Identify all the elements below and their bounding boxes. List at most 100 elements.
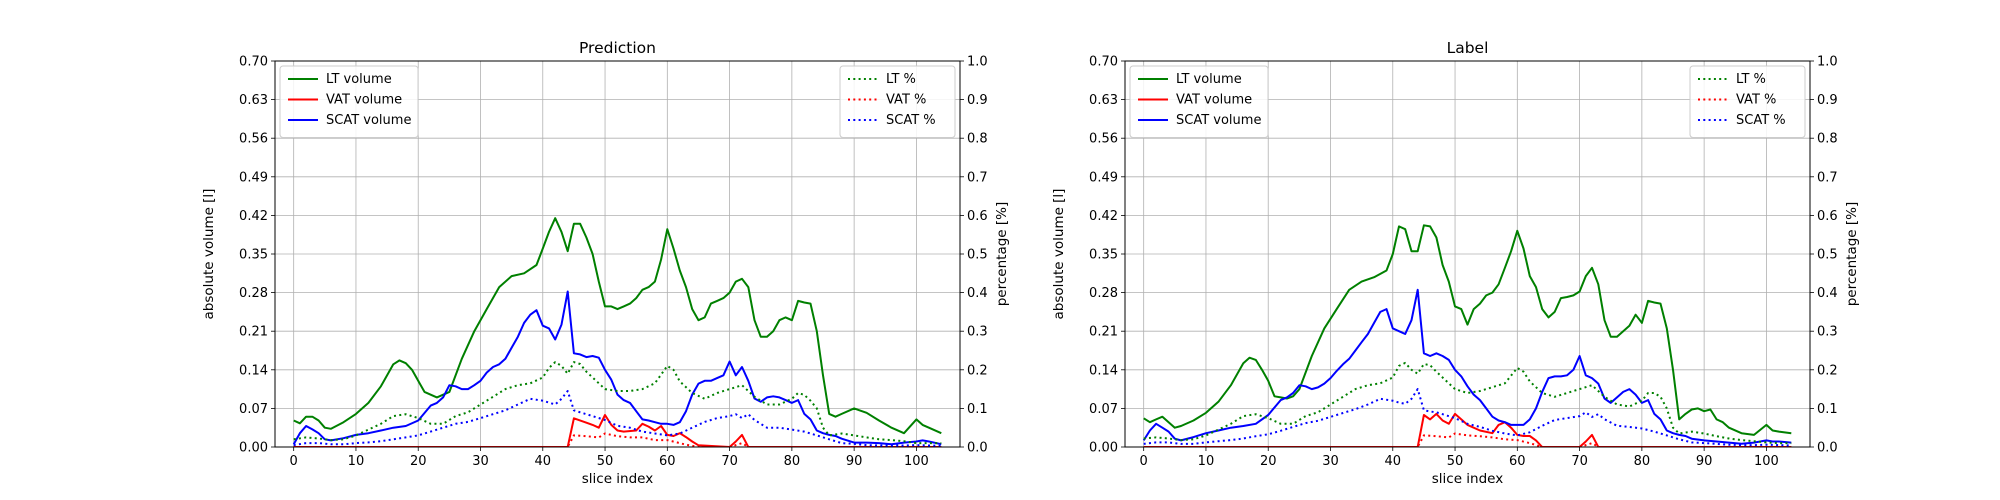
y-tick-label-right: 0.7 bbox=[967, 170, 988, 185]
legend-box bbox=[839, 65, 956, 138]
chart-panel-1: 0 10 20 30 40 50 60 70 80 90 100 0.00 0.07 0.14 0.21 0.… bbox=[201, 39, 1010, 487]
x-tick-label: 100 bbox=[904, 454, 929, 469]
y-tick-label-right: 0.5 bbox=[1817, 248, 1838, 263]
y-tick-label-left: 0.56 bbox=[239, 132, 268, 147]
y-tick-label-right: 0.0 bbox=[967, 441, 988, 456]
y-tick-label-right: 0.1 bbox=[1817, 402, 1838, 417]
y-tick-label-right: 0.6 bbox=[1817, 209, 1838, 224]
legend-label: SCAT volume bbox=[1176, 113, 1261, 128]
y-tick-label-right: 0.9 bbox=[1817, 93, 1838, 108]
series-line-lt-volume bbox=[293, 217, 942, 435]
x-tick-label: 40 bbox=[534, 454, 551, 469]
x-tick-label: 30 bbox=[1322, 454, 1339, 469]
legend-label: VAT volume bbox=[326, 93, 402, 108]
y-tick-label-left: 0.21 bbox=[239, 325, 268, 340]
legend-label: LT % bbox=[1736, 72, 1766, 87]
x-tick-label: 100 bbox=[1754, 454, 1779, 469]
x-tick-label: 20 bbox=[1260, 454, 1277, 469]
x-tick-label: 40 bbox=[1384, 454, 1401, 469]
y-axis-label-left: absolute volume [l] bbox=[1051, 189, 1067, 320]
y-tick-label-left: 0.63 bbox=[239, 93, 268, 108]
legend-label: VAT % bbox=[1736, 93, 1776, 108]
x-tick-label: 80 bbox=[1634, 454, 1651, 469]
y-tick-label-right: 0.6 bbox=[967, 209, 988, 224]
y-tick-label-right: 0.8 bbox=[1817, 132, 1838, 147]
series-line-vat bbox=[1143, 432, 1792, 447]
y-tick-label-left: 0.35 bbox=[1089, 248, 1118, 263]
series-line-scat-volume bbox=[1142, 288, 1792, 445]
y-tick-label-right: 0.1 bbox=[967, 402, 988, 417]
y-tick-label-left: 0.56 bbox=[1089, 132, 1118, 147]
legend: LT % VAT % SCAT % bbox=[839, 65, 956, 138]
y-tick-label-left: 0.28 bbox=[239, 286, 268, 301]
series-line-lt-volume bbox=[1143, 224, 1792, 436]
y-tick-label-left: 0.07 bbox=[1089, 402, 1118, 417]
y-tick-label-right: 0.5 bbox=[967, 248, 988, 263]
x-tick-label: 10 bbox=[348, 454, 365, 469]
x-tick-label: 50 bbox=[1447, 454, 1464, 469]
y-axis-label-right: percentage [%] bbox=[1844, 202, 1860, 307]
y-tick-label-left: 0.00 bbox=[239, 441, 268, 456]
series-line-scat-volume bbox=[292, 290, 942, 446]
series-line-vat-volume bbox=[1143, 412, 1792, 447]
y-tick-label-left: 0.00 bbox=[1089, 441, 1118, 456]
legend: LT % VAT % SCAT % bbox=[1689, 65, 1806, 138]
y-tick-label-left: 0.63 bbox=[1089, 93, 1118, 108]
y-tick-label-left: 0.42 bbox=[239, 209, 268, 224]
y-tick-label-right: 0.4 bbox=[967, 286, 988, 301]
series-group bbox=[1142, 224, 1792, 447]
legend-label: LT volume bbox=[1176, 72, 1242, 87]
y-tick-label-right: 1.0 bbox=[967, 55, 988, 70]
x-tick-label: 20 bbox=[410, 454, 427, 469]
y-tick-label-left: 0.49 bbox=[1089, 170, 1118, 185]
x-tick-label: 50 bbox=[597, 454, 614, 469]
x-axis-label: slice index bbox=[582, 471, 654, 487]
y-tick-label-right: 0.9 bbox=[967, 93, 988, 108]
x-tick-label: 70 bbox=[721, 454, 738, 469]
x-axis-label: slice index bbox=[1432, 471, 1504, 487]
y-tick-label-left: 0.07 bbox=[239, 402, 268, 417]
legend-label: SCAT % bbox=[1736, 113, 1786, 128]
x-tick-label: 10 bbox=[1198, 454, 1215, 469]
y-tick-label-right: 0.3 bbox=[967, 325, 988, 340]
legend-label: VAT volume bbox=[1176, 93, 1252, 108]
chart-title: Prediction bbox=[579, 39, 656, 57]
x-tick-label: 90 bbox=[1696, 454, 1713, 469]
y-tick-label-right: 0.3 bbox=[1817, 325, 1838, 340]
x-tick-label: 30 bbox=[472, 454, 489, 469]
legend-box bbox=[1689, 65, 1806, 138]
x-tick-label: 80 bbox=[784, 454, 801, 469]
y-tick-label-right: 0.2 bbox=[967, 363, 988, 378]
series-line-lt bbox=[1143, 361, 1792, 445]
series-line-scat bbox=[293, 390, 942, 447]
y-tick-label-right: 0.4 bbox=[1817, 286, 1838, 301]
chart-panel-2: 0 10 20 30 40 50 60 70 80 90 100 0.00 0.07 0.14 0.21 0.… bbox=[1051, 39, 1860, 487]
y-tick-label-right: 0.7 bbox=[1817, 170, 1838, 185]
series-line-vat-volume bbox=[293, 414, 942, 447]
legend: LT volume VAT volume SCAT volume bbox=[279, 65, 419, 138]
legend-label: VAT % bbox=[886, 93, 926, 108]
y-tick-label-right: 1.0 bbox=[1817, 55, 1838, 70]
x-tick-label: 70 bbox=[1571, 454, 1588, 469]
y-tick-label-left: 0.28 bbox=[1089, 286, 1118, 301]
y-tick-label-left: 0.70 bbox=[1089, 55, 1118, 70]
x-tick-label: 0 bbox=[1140, 454, 1148, 469]
legend-label: SCAT % bbox=[886, 113, 936, 128]
legend-label: SCAT volume bbox=[326, 113, 411, 128]
x-tick-label: 60 bbox=[1509, 454, 1526, 469]
y-tick-label-left: 0.14 bbox=[239, 363, 268, 378]
x-tick-label: 0 bbox=[290, 454, 298, 469]
legend: LT volume VAT volume SCAT volume bbox=[1129, 65, 1269, 138]
y-tick-label-left: 0.42 bbox=[1089, 209, 1118, 224]
plot-frame bbox=[274, 60, 961, 448]
y-tick-label-left: 0.21 bbox=[1089, 325, 1118, 340]
y-tick-label-right: 0.0 bbox=[1817, 441, 1838, 456]
series-group bbox=[292, 217, 942, 447]
y-tick-label-right: 0.8 bbox=[967, 132, 988, 147]
y-tick-label-left: 0.70 bbox=[239, 55, 268, 70]
y-tick-label-left: 0.14 bbox=[1089, 363, 1118, 378]
y-tick-label-left: 0.49 bbox=[239, 170, 268, 185]
y-tick-label-left: 0.35 bbox=[239, 248, 268, 263]
legend-label: LT volume bbox=[326, 72, 392, 87]
